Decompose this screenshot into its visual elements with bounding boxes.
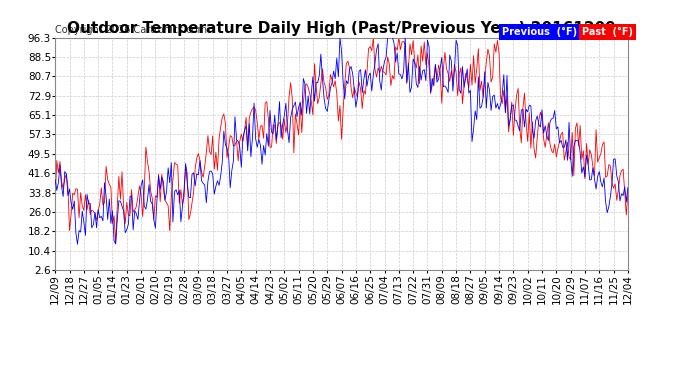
Title: Outdoor Temperature Daily High (Past/Previous Year) 20161209: Outdoor Temperature Daily High (Past/Pre… <box>67 21 616 36</box>
Text: Past  (°F): Past (°F) <box>582 27 633 37</box>
Text: Copyright 2016 Cartronics.com: Copyright 2016 Cartronics.com <box>55 25 207 35</box>
Text: Previous  (°F): Previous (°F) <box>502 27 577 37</box>
